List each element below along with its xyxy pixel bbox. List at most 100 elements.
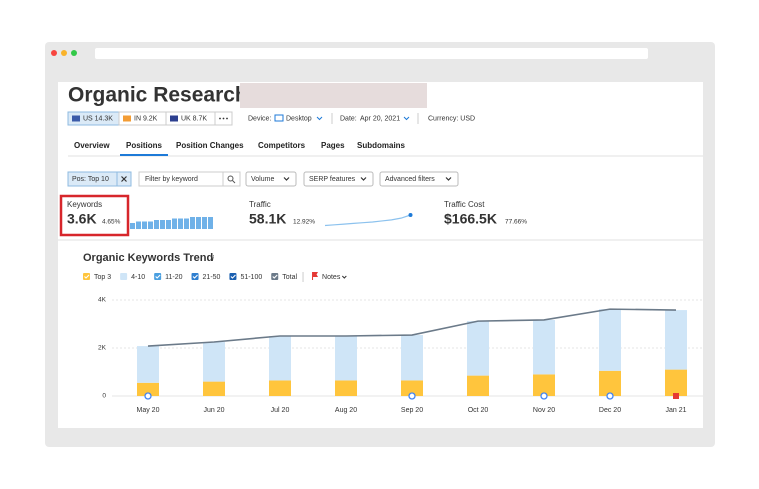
- sparkline-bar: [202, 217, 207, 229]
- bar-segment: [467, 321, 489, 376]
- bar-segment: [665, 369, 687, 396]
- date-label: Date:: [340, 115, 357, 122]
- content: [58, 82, 703, 428]
- metric-label: Traffic: [249, 200, 271, 209]
- db-label: US 14.3K: [83, 115, 113, 122]
- address-bar[interactable]: [95, 48, 648, 59]
- metric-value: 58.1K: [249, 211, 286, 227]
- tab[interactable]: Pages: [321, 141, 345, 150]
- minimize-dot[interactable]: [61, 50, 67, 56]
- y-tick-label: 0: [102, 393, 106, 400]
- legend-checkbox: [191, 273, 199, 280]
- chevron: [341, 275, 347, 279]
- bar-segment: [533, 374, 555, 396]
- x-tick-label: Sep 20: [401, 407, 423, 414]
- device-value[interactable]: Desktop: [286, 115, 312, 122]
- bar-segment: [335, 336, 357, 381]
- redacted-domain: [240, 83, 427, 108]
- bar-segment: [599, 370, 621, 396]
- sparkline-bar: [142, 221, 147, 229]
- search-icon: [227, 175, 234, 182]
- dropdown-label: SERP features: [309, 176, 356, 183]
- x-tick-label: Dec 20: [599, 407, 621, 414]
- legend-checkbox: [271, 273, 279, 280]
- sparkline-bar: [166, 220, 171, 229]
- x-tick-label: Aug 20: [335, 407, 357, 414]
- google-note: [606, 392, 614, 400]
- dropdown-label: Advanced filters: [385, 176, 435, 183]
- tab[interactable]: Competitors: [258, 141, 306, 150]
- metric-label: Keywords: [67, 200, 102, 209]
- dropdown-label: Volume: [251, 176, 274, 183]
- bar-segment: [137, 346, 159, 383]
- x-icon: [121, 176, 127, 182]
- x-tick-label: May 20: [137, 407, 160, 414]
- dropdown[interactable]: [379, 171, 459, 187]
- sparkline-bar: [160, 220, 165, 229]
- metric-value: 3.6K: [67, 211, 97, 227]
- metric-change: 12.92%: [293, 219, 315, 226]
- legend-check: [192, 274, 198, 279]
- maximize-dot[interactable]: [71, 50, 77, 56]
- close-dot[interactable]: [51, 50, 57, 56]
- legend-checkbox: [229, 273, 237, 280]
- chevron: [316, 116, 323, 121]
- bar-segment: [467, 375, 489, 396]
- legend-label: 51-100: [240, 274, 262, 281]
- bar-segment: [335, 380, 357, 396]
- search-icon: [232, 180, 236, 184]
- info-icon: i: [212, 254, 214, 263]
- device-label: Device:: [248, 115, 271, 122]
- legend-label: 4-10: [131, 274, 145, 281]
- total-line: [147, 308, 677, 347]
- date-value[interactable]: Apr 20, 2021: [360, 115, 400, 122]
- dropdown[interactable]: [303, 171, 374, 187]
- sparkline-bar: [208, 217, 213, 229]
- sparkline-bar: [184, 218, 189, 229]
- tab[interactable]: Position Changes: [176, 141, 244, 150]
- x-tick-label: Jun 20: [203, 407, 224, 414]
- bar-segment: [269, 336, 291, 381]
- sparkline-bar: [196, 217, 201, 229]
- legend-checkbox: [154, 273, 162, 280]
- legend-check: [84, 274, 90, 279]
- dot: [222, 117, 225, 120]
- tab[interactable]: Overview: [74, 141, 110, 150]
- note-flag: [673, 393, 679, 399]
- legend-label: Top 3: [94, 274, 111, 281]
- legend-check: [230, 274, 236, 279]
- y-tick-label: 2K: [98, 345, 107, 352]
- sparkline-bar: [190, 217, 195, 229]
- bar-segment: [533, 319, 555, 375]
- notes-flag: [312, 272, 319, 280]
- tab[interactable]: Subdomains: [357, 141, 406, 150]
- desktop-icon: [274, 114, 284, 122]
- tab-active[interactable]: Positions: [126, 141, 163, 150]
- flag: [170, 115, 178, 122]
- dropdown[interactable]: [245, 171, 297, 187]
- sparkline-bar: [154, 220, 159, 229]
- sparkline-end: [408, 213, 413, 217]
- legend-check: [272, 274, 278, 279]
- flag: [72, 115, 80, 122]
- metric-value: $166.5K: [444, 211, 497, 227]
- bar-segment: [203, 342, 225, 382]
- bar-segment: [203, 381, 225, 396]
- search-button[interactable]: [222, 171, 241, 187]
- bar-segment: [599, 309, 621, 371]
- sparkline-bar: [172, 218, 177, 229]
- db-label: IN 9.2K: [134, 115, 158, 122]
- sparkline-bar: [148, 221, 153, 229]
- y-tick-label: 4K: [98, 297, 107, 304]
- sparkline-bar: [130, 223, 135, 229]
- x-tick-label: Oct 20: [468, 407, 489, 414]
- google-note: [144, 392, 152, 400]
- dot: [226, 117, 228, 120]
- chevron: [403, 116, 410, 121]
- chevron: [283, 177, 290, 181]
- legend-label: Notes: [322, 274, 341, 281]
- db-label: UK 8.7K: [181, 115, 207, 122]
- legend-label: 11-20: [165, 274, 182, 281]
- metric-change: 4.65%: [102, 219, 121, 226]
- metric-label: Traffic Cost: [444, 200, 485, 209]
